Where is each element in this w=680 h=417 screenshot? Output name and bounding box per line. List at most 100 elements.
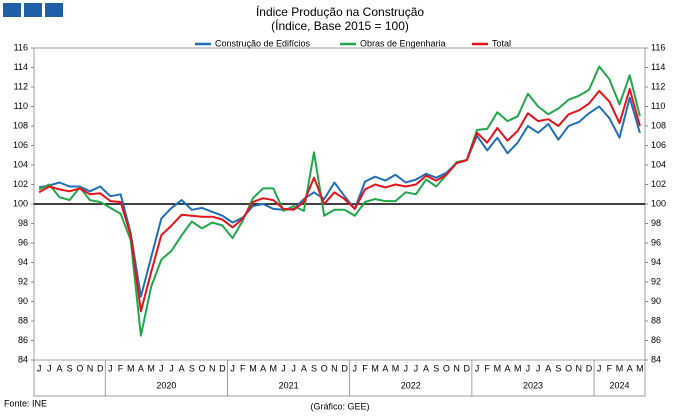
year-label: 2021: [279, 380, 299, 390]
y2-tick-label: 108: [651, 120, 666, 130]
y2-tick-label: 98: [651, 218, 661, 228]
x-tick-label: D: [341, 363, 348, 373]
year-label: 2022: [401, 380, 421, 390]
y-tick-label: 92: [18, 276, 28, 286]
x-tick-label: A: [627, 363, 633, 373]
line-series: [38, 96, 641, 298]
x-tick-label: J: [281, 363, 286, 373]
y2-tick-label: 100: [651, 198, 666, 208]
x-tick-label: J: [169, 363, 174, 373]
logo-block: [45, 3, 63, 17]
x-tick-label: J: [291, 363, 296, 373]
line-series: [38, 88, 641, 313]
x-tick-label: O: [199, 363, 206, 373]
y-tick-label: 96: [18, 237, 28, 247]
y2-tick-label: 94: [651, 257, 661, 267]
x-tick-label: J: [403, 363, 408, 373]
x-tick-label: M: [147, 363, 155, 373]
y-tick-label: 114: [14, 62, 28, 72]
y-tick-label: 102: [13, 179, 28, 189]
y2-tick-label: 96: [651, 237, 661, 247]
x-tick-label: F: [484, 363, 490, 373]
y2-tick-label: 90: [651, 296, 661, 306]
x-tick-label: F: [607, 363, 613, 373]
x-tick-label: A: [260, 363, 266, 373]
x-tick-label: D: [586, 363, 593, 373]
year-label: 2023: [523, 380, 543, 390]
y-tick-label: 100: [13, 198, 28, 208]
x-tick-label: O: [76, 363, 83, 373]
x-tick-label: J: [353, 363, 358, 373]
plot-frame: [33, 47, 646, 397]
credit: (Gráfico: GEE): [310, 401, 369, 411]
y2-tick-label: 84: [651, 354, 661, 364]
x-tick-label: A: [138, 363, 144, 373]
x-tick-label: M: [636, 363, 644, 373]
year-label: 2024: [610, 380, 630, 390]
x-tick-label: J: [230, 363, 235, 373]
y2-tick-label: 114: [651, 62, 665, 72]
x-tick-label: S: [189, 363, 195, 373]
legend-label: Construção de Edifícios: [215, 38, 311, 48]
y-tick-label: 110: [14, 101, 28, 111]
x-tick-label: N: [87, 363, 94, 373]
x-tick-label: F: [240, 363, 246, 373]
x-tick-label: F: [118, 363, 124, 373]
x-tick-label: M: [514, 363, 522, 373]
y2-tick-label: 110: [651, 101, 665, 111]
x-tick-label: M: [494, 363, 502, 373]
x-tick-label: A: [423, 363, 429, 373]
y2-tick-label: 112: [651, 81, 665, 91]
y-tick-label: 94: [18, 257, 28, 267]
y2-tick-label: 106: [651, 140, 666, 150]
chart-title: Índice Produção na Construção: [256, 4, 424, 19]
x-tick-label: S: [555, 363, 561, 373]
x-tick-label: J: [475, 363, 480, 373]
logo-block: [24, 3, 42, 17]
x-tick-label: N: [209, 363, 216, 373]
x-tick-label: N: [331, 363, 338, 373]
y-tick-label: 90: [18, 296, 28, 306]
year-label: 2020: [156, 380, 176, 390]
x-tick-label: J: [597, 363, 602, 373]
x-tick-label: M: [392, 363, 400, 373]
y2-tick-label: 86: [651, 335, 661, 345]
x-tick-label: A: [301, 363, 307, 373]
x-tick-label: J: [37, 363, 42, 373]
x-tick-label: J: [526, 363, 531, 373]
x-tick-label: A: [179, 363, 185, 373]
y-tick-label: 98: [18, 218, 28, 228]
y2-tick-label: 92: [651, 276, 661, 286]
y-tick-label: 86: [18, 335, 28, 345]
x-tick-label: M: [616, 363, 624, 373]
x-tick-label: J: [414, 363, 419, 373]
x-tick-label: D: [219, 363, 226, 373]
x-tick-label: O: [321, 363, 328, 373]
line-series: [38, 65, 641, 337]
x-tick-label: D: [97, 363, 104, 373]
chart-subtitle: (Índice, Base 2015 = 100): [271, 18, 409, 33]
x-tick-label: A: [56, 363, 62, 373]
y-tick-label: 104: [13, 159, 28, 169]
x-tick-label: M: [127, 363, 135, 373]
x-tick-label: F: [362, 363, 368, 373]
y-tick-label: 116: [14, 42, 28, 52]
source: Fonte: INE: [4, 398, 47, 408]
logo-block: [3, 3, 21, 17]
y-tick-label: 112: [14, 81, 28, 91]
x-tick-label: J: [108, 363, 113, 373]
x-tick-label: M: [249, 363, 257, 373]
y2-tick-label: 104: [651, 159, 666, 169]
x-tick-label: A: [505, 363, 511, 373]
y-tick-label: 108: [13, 120, 28, 130]
x-tick-label: A: [545, 363, 551, 373]
x-tick-label: S: [433, 363, 439, 373]
x-tick-label: S: [311, 363, 317, 373]
x-tick-label: J: [47, 363, 52, 373]
y-tick-label: 84: [18, 354, 28, 364]
x-tick-label: N: [453, 363, 460, 373]
x-tick-label: O: [443, 363, 450, 373]
y-tick-label: 106: [13, 140, 28, 150]
legend-label: Total: [492, 38, 511, 48]
